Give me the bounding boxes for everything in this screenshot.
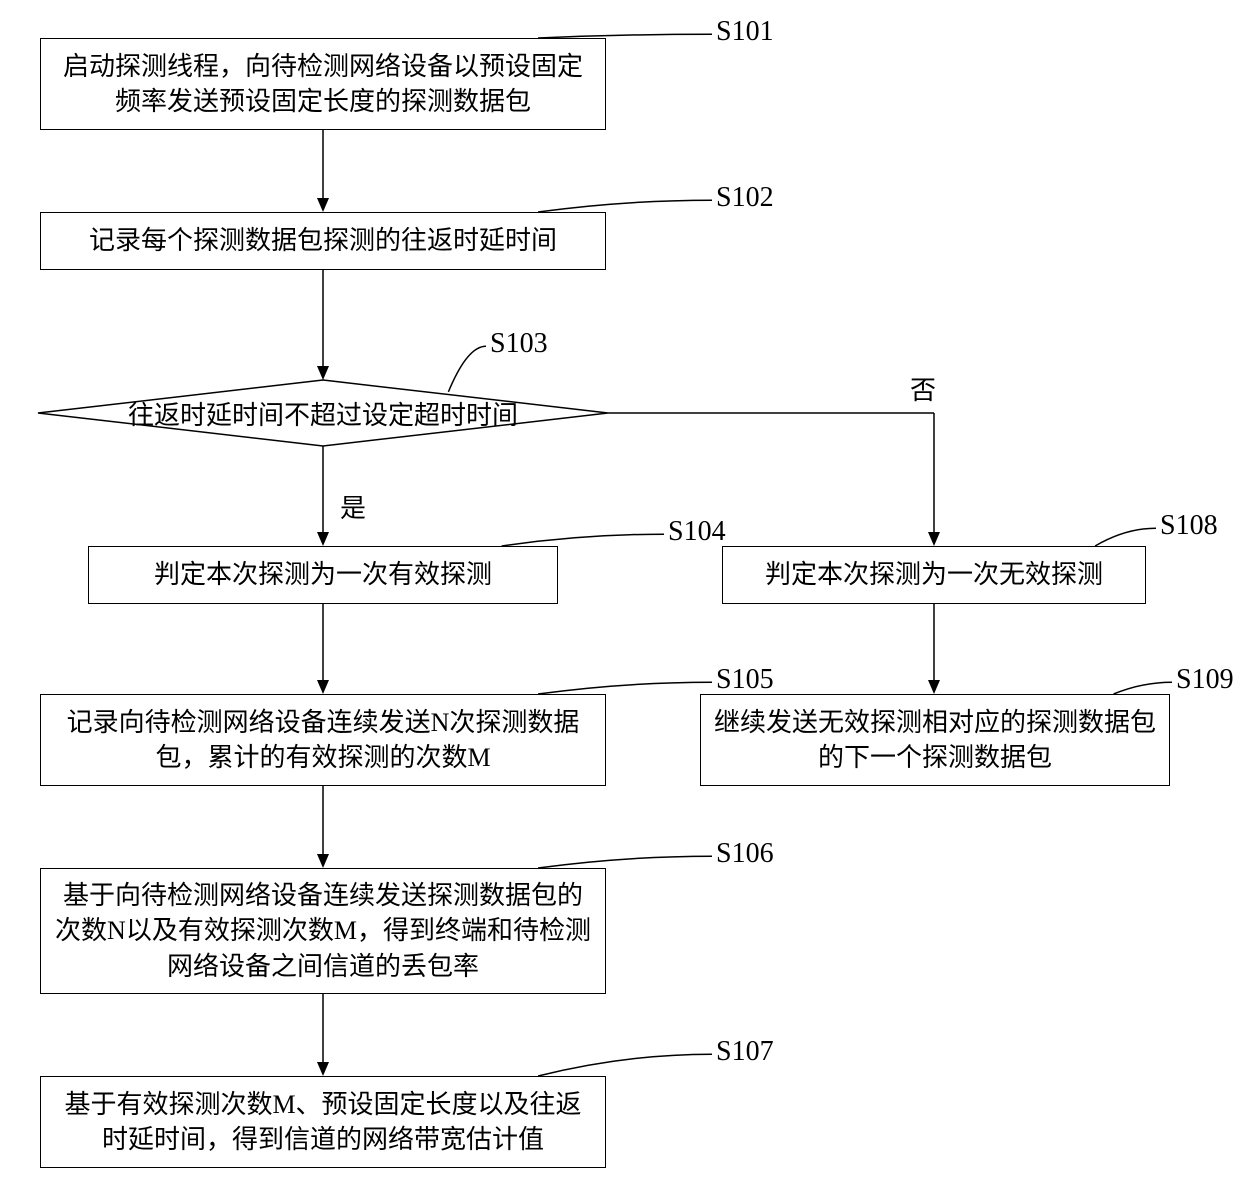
step-label-l108: S108: [1160, 510, 1218, 542]
process-s107: 基于有效探测次数M、预设固定长度以及往返时延时间，得到信道的网络带宽估计值: [40, 1076, 606, 1168]
process-s105: 记录向待检测网络设备连续发送N次探测数据包，累计的有效探测的次数M: [40, 694, 606, 786]
step-label-l105: S105: [716, 664, 774, 696]
process-s108: 判定本次探测为一次无效探测: [722, 546, 1146, 604]
step-label-l109: S109: [1176, 664, 1234, 696]
step-label-l101: S101: [716, 16, 774, 48]
process-s109: 继续发送无效探测相对应的探测数据包的下一个探测数据包: [700, 694, 1170, 786]
process-s101: 启动探测线程，向待检测网络设备以预设固定频率发送预设固定长度的探测数据包: [40, 38, 606, 130]
step-label-l106: S106: [716, 838, 774, 870]
flowchart-canvas: 启动探测线程，向待检测网络设备以预设固定频率发送预设固定长度的探测数据包记录每个…: [0, 0, 1240, 1187]
branch-label-no: 否: [910, 370, 936, 407]
decision-text-s103: 往返时延时间不超过设定超时时间: [38, 380, 608, 446]
step-label-l102: S102: [716, 182, 774, 214]
process-s102: 记录每个探测数据包探测的往返时延时间: [40, 212, 606, 270]
branch-label-yes: 是: [340, 488, 366, 525]
process-s104: 判定本次探测为一次有效探测: [88, 546, 558, 604]
process-s106: 基于向待检测网络设备连续发送探测数据包的次数N以及有效探测次数M，得到终端和待检…: [40, 868, 606, 994]
step-label-l107: S107: [716, 1036, 774, 1068]
step-label-l104: S104: [668, 516, 726, 548]
step-label-l103: S103: [490, 328, 548, 360]
